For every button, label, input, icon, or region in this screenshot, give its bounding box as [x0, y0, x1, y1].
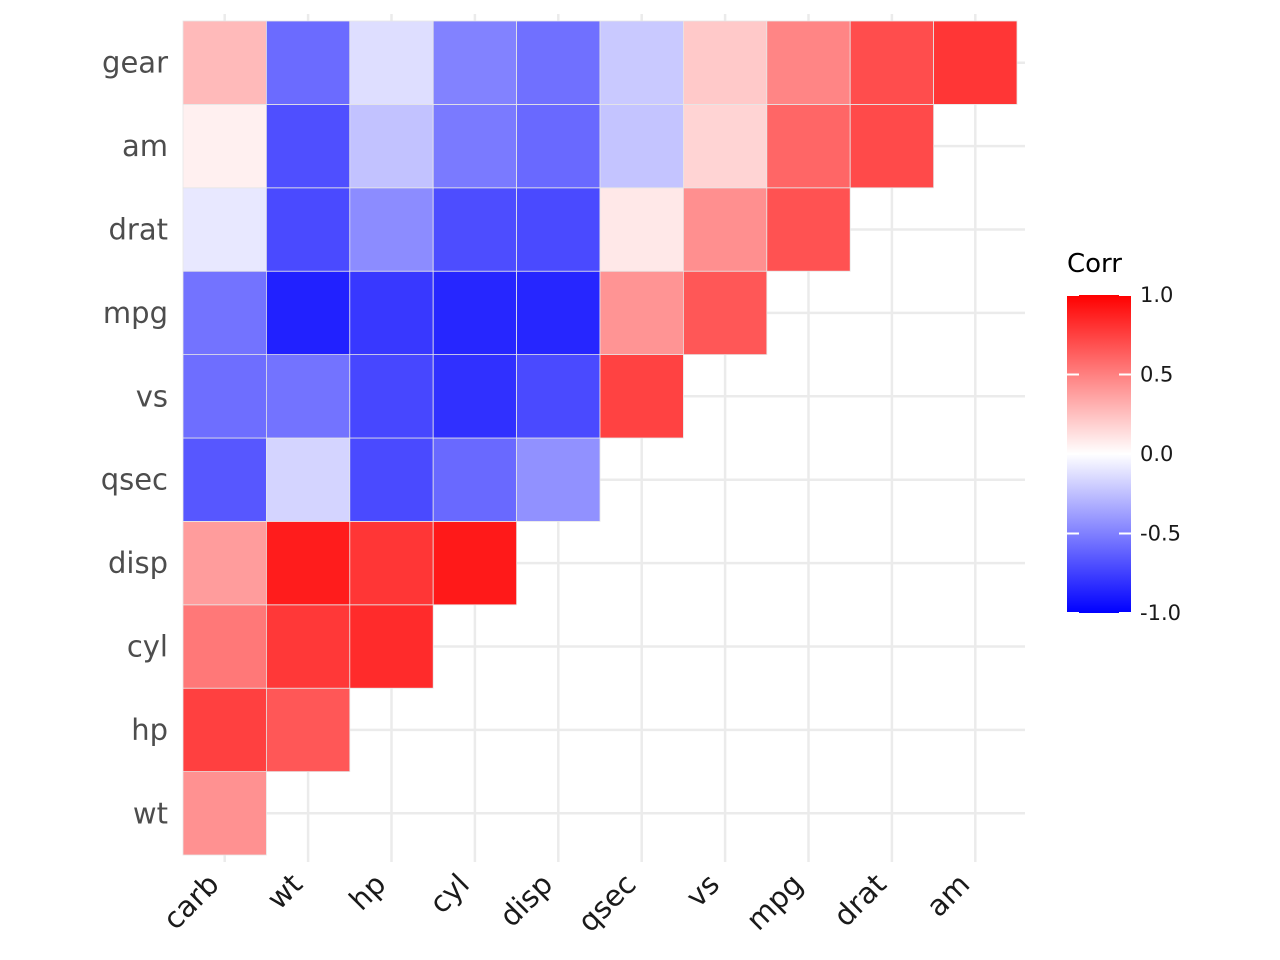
- cell-vs-drat: [683, 188, 766, 271]
- cell-carb-vs: [183, 355, 266, 438]
- y-tick-qsec: qsec: [101, 463, 168, 497]
- legend-label: -0.5: [1140, 522, 1181, 546]
- cell-cyl-gear: [433, 21, 516, 104]
- y-tick-gear: gear: [102, 46, 168, 80]
- cell-vs-mpg: [683, 271, 766, 354]
- cell-cyl-vs: [433, 355, 516, 438]
- x-tick-drat: drat: [827, 867, 893, 933]
- cell-wt-disp: [266, 521, 349, 604]
- cell-cyl-qsec: [433, 438, 516, 521]
- cell-qsec-vs: [600, 355, 683, 438]
- y-tick-wt: wt: [133, 796, 168, 830]
- cell-cyl-mpg: [433, 271, 516, 354]
- cell-carb-drat: [183, 188, 266, 271]
- cell-wt-drat: [266, 188, 349, 271]
- x-tick-hp: hp: [342, 867, 392, 917]
- cell-qsec-am: [600, 104, 683, 187]
- x-tick-wt: wt: [260, 867, 309, 916]
- y-tick-mpg: mpg: [103, 296, 168, 330]
- cell-wt-qsec: [266, 438, 349, 521]
- legend-title: Corr: [1067, 249, 1122, 279]
- cell-disp-gear: [517, 21, 600, 104]
- cell-cyl-am: [433, 104, 516, 187]
- cell-carb-disp: [183, 521, 266, 604]
- y-tick-cyl: cyl: [127, 630, 168, 664]
- cell-carb-hp: [183, 688, 266, 771]
- cell-qsec-mpg: [600, 271, 683, 354]
- x-tick-am: am: [920, 867, 977, 924]
- cell-qsec-gear: [600, 21, 683, 104]
- cell-hp-drat: [350, 188, 433, 271]
- x-tick-vs: vs: [679, 867, 726, 914]
- legend-label: 0.5: [1140, 363, 1173, 387]
- cell-disp-qsec: [517, 438, 600, 521]
- legend-label: -1.0: [1140, 601, 1181, 625]
- cell-mpg-drat: [767, 188, 850, 271]
- y-tick-vs: vs: [136, 379, 168, 413]
- x-tick-disp: disp: [493, 867, 559, 933]
- cell-cyl-disp: [433, 521, 516, 604]
- x-tick-mpg: mpg: [739, 867, 809, 937]
- legend-label: 1.0: [1140, 283, 1173, 307]
- cell-mpg-am: [767, 104, 850, 187]
- cell-carb-am: [183, 104, 266, 187]
- cell-wt-cyl: [266, 605, 349, 688]
- y-tick-am: am: [122, 129, 168, 163]
- cell-hp-am: [350, 104, 433, 187]
- cell-carb-qsec: [183, 438, 266, 521]
- x-tick-carb: carb: [156, 867, 225, 936]
- cell-qsec-drat: [600, 188, 683, 271]
- cell-wt-mpg: [266, 271, 349, 354]
- x-tick-cyl: cyl: [423, 867, 476, 920]
- cell-vs-gear: [683, 21, 766, 104]
- cell-am-gear: [934, 21, 1017, 104]
- cell-hp-disp: [350, 521, 433, 604]
- cell-carb-wt: [183, 772, 266, 855]
- y-axis-tick-labels: wt hp cyl disp qsec vs mpg drat am gear: [101, 46, 168, 831]
- cell-drat-am: [850, 104, 933, 187]
- cell-wt-gear: [266, 21, 349, 104]
- cell-disp-am: [517, 104, 600, 187]
- cell-wt-vs: [266, 355, 349, 438]
- cell-disp-drat: [517, 188, 600, 271]
- y-tick-disp: disp: [108, 546, 168, 580]
- cell-wt-am: [266, 104, 349, 187]
- x-tick-qsec: qsec: [571, 867, 643, 939]
- cell-carb-mpg: [183, 271, 266, 354]
- y-tick-hp: hp: [131, 713, 168, 747]
- x-axis-tick-labels: carb wt hp cyl disp qsec vs mpg drat am: [156, 867, 976, 939]
- cell-cyl-drat: [433, 188, 516, 271]
- cell-disp-mpg: [517, 271, 600, 354]
- cell-hp-cyl: [350, 605, 433, 688]
- cell-hp-vs: [350, 355, 433, 438]
- cell-carb-gear: [183, 21, 266, 104]
- cell-carb-cyl: [183, 605, 266, 688]
- y-tick-drat: drat: [109, 213, 168, 247]
- cell-wt-hp: [266, 688, 349, 771]
- cell-hp-qsec: [350, 438, 433, 521]
- cell-vs-am: [683, 104, 766, 187]
- cell-hp-mpg: [350, 271, 433, 354]
- cell-drat-gear: [850, 21, 933, 104]
- cell-hp-gear: [350, 21, 433, 104]
- cell-mpg-gear: [767, 21, 850, 104]
- cell-disp-vs: [517, 355, 600, 438]
- legend-label: 0.0: [1140, 442, 1173, 466]
- color-legend: Corr 1.0 0.5 0.0 -0.5 -1.0: [1067, 249, 1181, 625]
